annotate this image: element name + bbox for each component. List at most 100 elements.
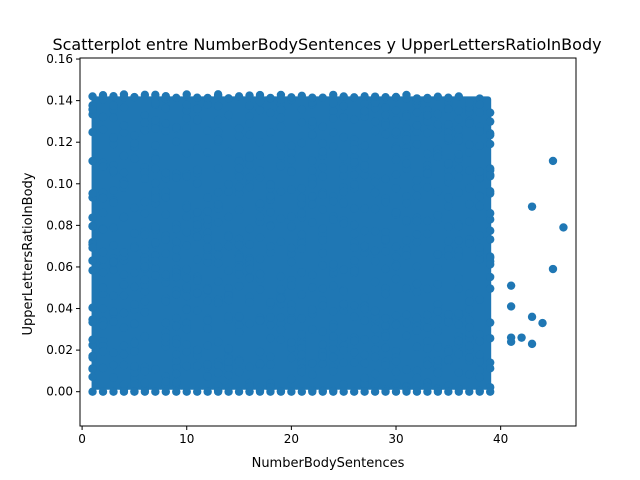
scatter-point [234, 327, 244, 337]
scatter-point [98, 289, 108, 298]
scatter-point [161, 119, 171, 128]
scatter-point [391, 379, 401, 388]
scatter-point [318, 205, 327, 214]
scatter-point [444, 387, 453, 396]
scatter-point [444, 236, 453, 246]
scatter-point [370, 177, 380, 187]
scatter-point [381, 227, 390, 237]
scatter-point [329, 367, 338, 376]
scatter-point [287, 281, 296, 290]
scatter-point [412, 191, 422, 201]
scatter-point [308, 130, 317, 139]
scatter-point [318, 352, 327, 361]
dense-point-fill [91, 96, 492, 390]
scatter-point [329, 281, 338, 291]
scatter-point [192, 104, 202, 114]
scatter-point [527, 202, 537, 211]
x-tick-label: 20 [284, 432, 299, 446]
scatter-point [245, 101, 254, 110]
scatter-point [308, 387, 317, 396]
scatter-point [182, 123, 191, 133]
scatter-point [308, 179, 317, 189]
scatter-point [203, 387, 212, 396]
scatter-point [485, 117, 495, 126]
scatter-point [485, 284, 495, 293]
scatter-point [172, 290, 181, 299]
scatter-point [391, 116, 401, 125]
scatter-point [339, 346, 348, 355]
scatter-point [391, 262, 401, 271]
scatter-point [349, 312, 359, 321]
scatter-point [109, 265, 118, 275]
scatter-point [329, 128, 338, 137]
scatter-point [151, 365, 160, 374]
scatter-point [297, 118, 307, 127]
scatter-point [381, 332, 390, 341]
scatter-point [88, 266, 97, 275]
scatter-point [402, 90, 411, 100]
scatter-point [444, 193, 453, 202]
scatter-point [423, 128, 432, 138]
scatter-point [485, 387, 495, 396]
scatter-point [433, 326, 443, 336]
scatter-point [297, 350, 307, 359]
scatter-point [402, 331, 411, 341]
scatter-point [182, 172, 191, 181]
scatter-point [391, 367, 401, 377]
scatter-point [172, 253, 181, 262]
scatter-point [287, 338, 296, 347]
scatter-point [234, 281, 244, 291]
scatter-point [213, 101, 223, 111]
y-tick-label: 0.04 [46, 302, 73, 316]
scatter-point [161, 387, 171, 396]
scatter-point [349, 256, 359, 265]
scatter-point [370, 227, 380, 236]
scatter-point [192, 115, 202, 125]
scatter-point [444, 245, 453, 254]
scatter-point [276, 335, 286, 344]
scatter-point [433, 187, 443, 196]
scatter-point [276, 122, 286, 131]
scatter-point [88, 256, 97, 265]
scatter-point [203, 93, 212, 103]
y-tick-label: 0.16 [46, 52, 73, 66]
scatter-point [172, 245, 181, 254]
scatter-point [140, 168, 150, 177]
scatter-point [329, 353, 338, 362]
scatter-point [297, 268, 307, 277]
scatter-point [213, 164, 223, 173]
scatter-point [182, 114, 191, 123]
scatter-point [98, 208, 108, 218]
scatter-point [255, 106, 265, 115]
scatter-point [444, 310, 453, 319]
scatter-point [234, 356, 244, 366]
scatter-point [433, 342, 443, 352]
scatter-point [151, 90, 160, 100]
scatter-point [130, 300, 139, 309]
scatter-point [161, 249, 171, 258]
scatter-point [297, 330, 307, 339]
scatter-point [423, 337, 432, 346]
scatter-point [433, 152, 443, 161]
scatter-point [172, 321, 181, 331]
scatter-point [161, 126, 171, 136]
scatter-point [140, 230, 150, 240]
scatter-point [475, 366, 484, 375]
scatter-point [109, 139, 118, 149]
scatter-point [98, 90, 108, 100]
scatter-point [130, 229, 139, 238]
scatter-point [245, 182, 254, 192]
scatter-point [109, 241, 118, 250]
scatter-point [287, 155, 296, 165]
scatter-point [130, 139, 139, 148]
scatter-point [349, 145, 359, 154]
scatter-point [140, 111, 150, 120]
scatter-point [151, 238, 160, 247]
scatter-point [266, 128, 275, 137]
scatter-point [349, 266, 359, 276]
scatter-point [266, 180, 275, 189]
scatter-point [192, 179, 202, 188]
scatter-point [391, 274, 401, 284]
scatter-point [465, 341, 474, 351]
scatter-point [444, 202, 453, 211]
